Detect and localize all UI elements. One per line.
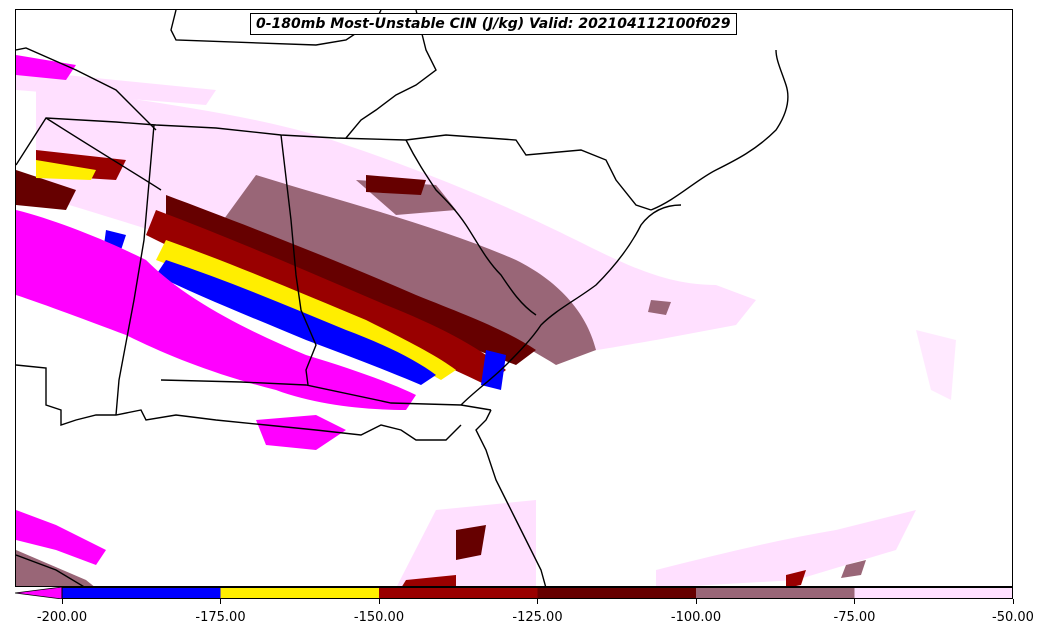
colorbar-tick-label: -200.00: [36, 610, 88, 625]
cin-fill-mauve: [16, 175, 866, 586]
colorbar-extend-min: [15, 587, 63, 599]
colorbar-segment: [537, 587, 696, 599]
colorbar-tick-mark: [854, 599, 855, 604]
colorbar-segment: [379, 587, 538, 599]
colorbar-tick-label: -100.00: [670, 610, 722, 625]
colorbar-segment: [62, 587, 221, 599]
cin-map: [15, 9, 1013, 587]
colorbar-outline: [61, 587, 1013, 599]
colorbar-tick-mark: [220, 599, 221, 604]
colorbar-segment: [696, 587, 855, 599]
colorbar-tick-mark: [1012, 599, 1014, 604]
cin-fill-magenta: [16, 55, 416, 565]
colorbar-tick-label: -50.00: [992, 610, 1034, 625]
colorbar-tick-mark: [695, 599, 697, 604]
colorbar-tick-label: -125.00: [512, 610, 563, 625]
colorbar-tick-mark: [61, 599, 63, 604]
colorbar-segment: [854, 587, 1013, 599]
cin-fill-dark-maroon: [16, 170, 536, 560]
cin-fill-blue: [104, 230, 506, 390]
map-canvas: [16, 10, 956, 586]
colorbar: [15, 587, 1013, 599]
colorbar-tick-label: -150.00: [353, 610, 405, 625]
colorbar-tick-label: -75.00: [833, 610, 876, 625]
colorbar-tick-mark: [537, 599, 538, 604]
map-title: 0-180mb Most-Unstable CIN (J/kg) Valid: …: [250, 13, 737, 35]
colorbar-tick-mark: [378, 599, 380, 604]
colorbar-tick-label: -175.00: [195, 610, 246, 625]
colorbar-segment: [220, 587, 379, 599]
state-boundaries: [16, 10, 789, 586]
